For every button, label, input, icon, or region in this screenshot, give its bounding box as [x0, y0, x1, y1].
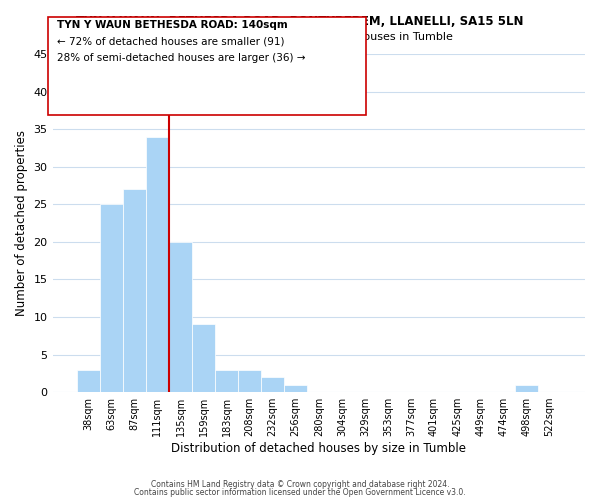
Bar [215, 370, 238, 392]
Text: ← 72% of detached houses are smaller (91): ← 72% of detached houses are smaller (91… [57, 36, 284, 46]
Text: TYN Y WAUN BETHESDA ROAD: 140sqm: TYN Y WAUN BETHESDA ROAD: 140sqm [57, 20, 288, 30]
Bar [284, 384, 307, 392]
Bar [100, 204, 123, 392]
X-axis label: Distribution of detached houses by size in Tumble: Distribution of detached houses by size … [171, 442, 466, 455]
Y-axis label: Number of detached properties: Number of detached properties [15, 130, 28, 316]
Text: Size of property relative to detached houses in Tumble: Size of property relative to detached ho… [148, 32, 452, 42]
Text: Contains HM Land Registry data © Crown copyright and database right 2024.: Contains HM Land Registry data © Crown c… [151, 480, 449, 489]
Bar [261, 377, 284, 392]
Bar [192, 324, 215, 392]
Text: 28% of semi-detached houses are larger (36) →: 28% of semi-detached houses are larger (… [57, 53, 305, 63]
Bar [238, 370, 261, 392]
Bar [146, 136, 169, 392]
Text: TYN Y WAUN, BETHESDA ROAD, PONTYBEREM, LLANELLI, SA15 5LN: TYN Y WAUN, BETHESDA ROAD, PONTYBEREM, L… [76, 15, 524, 28]
Bar [515, 384, 538, 392]
Bar [77, 370, 100, 392]
Bar [123, 189, 146, 392]
Text: Contains public sector information licensed under the Open Government Licence v3: Contains public sector information licen… [134, 488, 466, 497]
Bar [169, 242, 192, 392]
